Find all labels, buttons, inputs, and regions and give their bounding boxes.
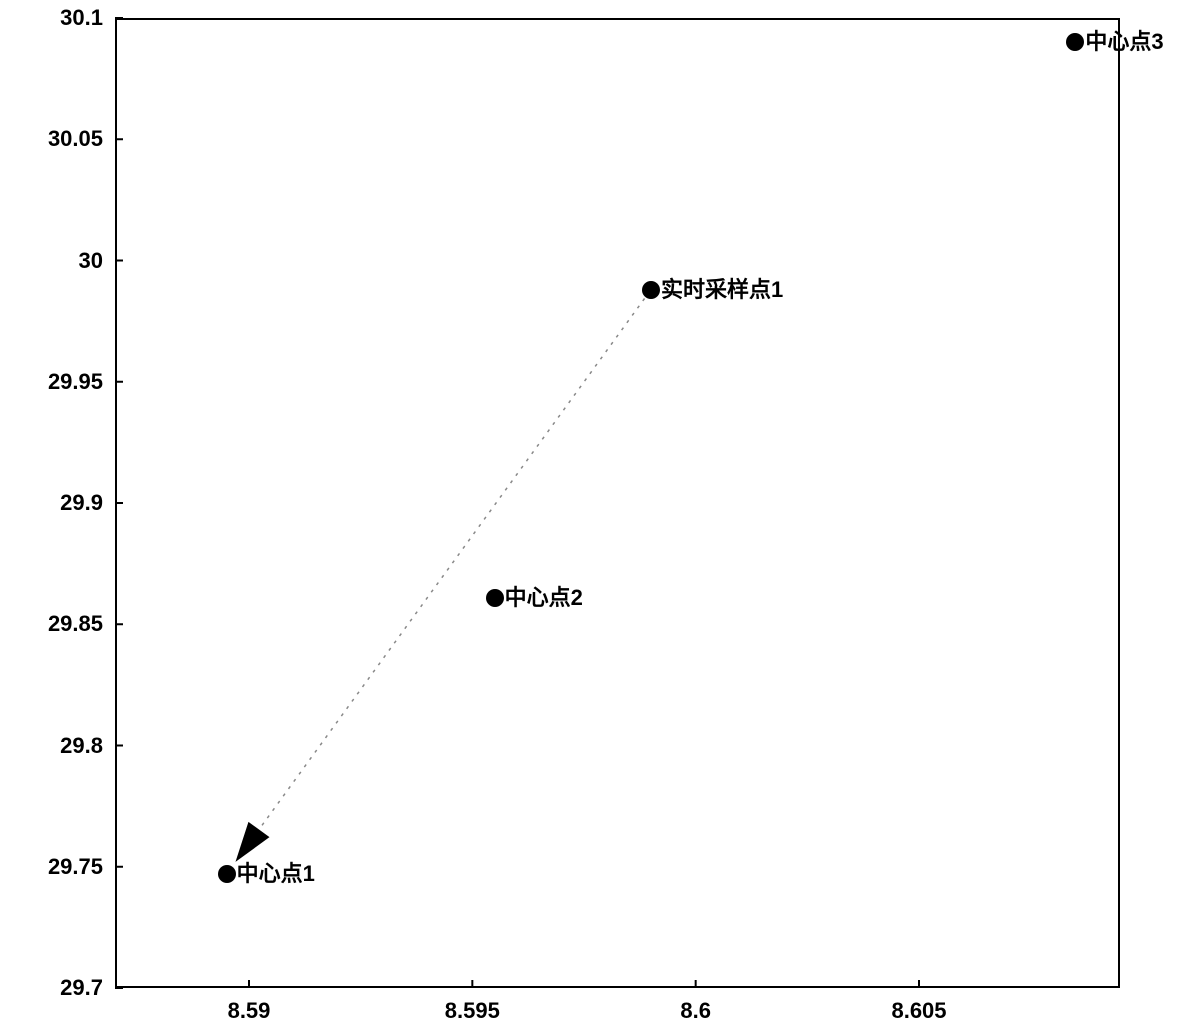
scatter-chart: 8.59 8.595 8.6 8.605 29.7 29.75 29.8 29.85 29.9 2… <box>0 0 1194 1035</box>
data-point-label-sample1: 实时采样点1 <box>661 272 783 304</box>
plot-area <box>115 18 1120 988</box>
y-tick-label: 29.7 <box>60 975 103 1001</box>
x-tick-label: 8.605 <box>891 998 946 1024</box>
y-tick-label: 29.8 <box>60 733 103 759</box>
x-tick-label: 8.595 <box>445 998 500 1024</box>
y-tick-label: 29.75 <box>48 854 103 880</box>
y-tick-label: 29.85 <box>48 611 103 637</box>
x-tick-label: 8.59 <box>228 998 271 1024</box>
data-point-center1 <box>218 865 236 883</box>
y-tick-label: 30 <box>79 248 103 274</box>
x-tick-label: 8.6 <box>680 998 711 1024</box>
y-tick-label: 29.95 <box>48 369 103 395</box>
data-point-center2 <box>486 589 504 607</box>
y-tick-label: 30.05 <box>48 126 103 152</box>
y-tick-label: 29.9 <box>60 490 103 516</box>
data-point-center3 <box>1066 33 1084 51</box>
y-tick-label: 30.1 <box>60 5 103 31</box>
data-point-label-center2: 中心点2 <box>505 580 583 612</box>
data-point-label-center1: 中心点1 <box>237 856 315 888</box>
data-point-label-center3: 中心点3 <box>1085 24 1163 56</box>
data-point-sample1 <box>642 281 660 299</box>
